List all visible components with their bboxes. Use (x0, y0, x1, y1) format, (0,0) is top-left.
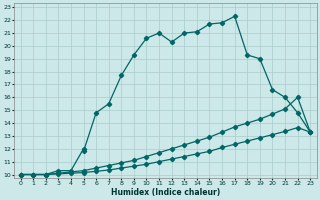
X-axis label: Humidex (Indice chaleur): Humidex (Indice chaleur) (111, 188, 220, 197)
